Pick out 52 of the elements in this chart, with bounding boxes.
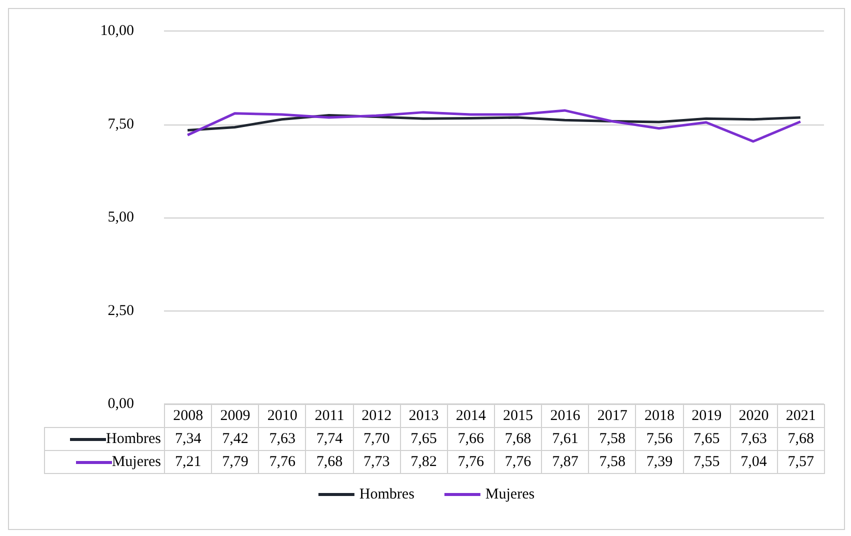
data-label: 7,66 bbox=[447, 428, 494, 450]
legend-label: Hombres bbox=[106, 430, 161, 446]
x-tick-label: 2020 bbox=[730, 404, 778, 428]
legend-label: Mujeres bbox=[112, 454, 161, 470]
data-label: 7,65 bbox=[400, 428, 448, 450]
data-label: 7,34 bbox=[164, 428, 212, 450]
x-tick-label: 2011 bbox=[306, 404, 354, 428]
data-label: 7,21 bbox=[164, 450, 212, 474]
x-tick-label: 2008 bbox=[164, 404, 212, 428]
y-tick-label: 0,00 bbox=[108, 396, 134, 412]
data-label: 7,70 bbox=[353, 428, 400, 450]
data-label: 7,73 bbox=[353, 450, 400, 474]
y-tick-label: 5,00 bbox=[108, 210, 134, 226]
data-label: 7,42 bbox=[212, 428, 259, 450]
text: Mujeres bbox=[485, 486, 535, 502]
data-label: 7,39 bbox=[636, 450, 684, 474]
data-label: 7,57 bbox=[777, 450, 824, 474]
data-label: 7,74 bbox=[306, 428, 354, 450]
data-label: 7,87 bbox=[542, 450, 589, 474]
data-label: 7,63 bbox=[258, 428, 306, 450]
data-label: 7,65 bbox=[683, 428, 730, 450]
data-label: 7,58 bbox=[588, 428, 636, 450]
x-tick-label: 2017 bbox=[588, 404, 636, 428]
data-label: 7,68 bbox=[306, 450, 354, 474]
data-label: 7,82 bbox=[400, 450, 448, 474]
data-label: 7,76 bbox=[258, 450, 306, 474]
data-label: 7,76 bbox=[494, 450, 542, 474]
x-tick-label: 2016 bbox=[542, 404, 589, 428]
x-tick-label: 2012 bbox=[353, 404, 400, 428]
x-tick-label: 2010 bbox=[258, 404, 306, 428]
text: Hombres bbox=[359, 486, 414, 502]
data-label: 7,79 bbox=[212, 450, 259, 474]
y-tick-label: 2,50 bbox=[108, 302, 134, 319]
data-label: 7,56 bbox=[636, 428, 684, 450]
line-series bbox=[186, 109, 802, 143]
data-label: 7,63 bbox=[730, 428, 778, 450]
x-tick-label: 2019 bbox=[683, 404, 730, 428]
y-tick-label: 10,00 bbox=[100, 23, 134, 39]
data-label: 7,61 bbox=[542, 428, 589, 450]
x-tick-label: 2013 bbox=[400, 404, 448, 428]
data-label: 7,68 bbox=[777, 428, 824, 450]
x-tick-label: 2014 bbox=[447, 404, 494, 428]
data-label: 7,58 bbox=[588, 450, 636, 474]
data-label: 7,76 bbox=[447, 450, 494, 474]
x-tick-label: 2009 bbox=[212, 404, 259, 428]
x-tick-label: 2015 bbox=[494, 404, 542, 428]
data-label: 7,04 bbox=[730, 450, 778, 474]
x-tick-label: 2018 bbox=[636, 404, 684, 428]
x-tick-label: 2021 bbox=[777, 404, 824, 428]
data-label: 7,55 bbox=[683, 450, 730, 474]
data-label: 7,68 bbox=[494, 428, 542, 450]
y-tick-label: 7,50 bbox=[108, 116, 134, 132]
